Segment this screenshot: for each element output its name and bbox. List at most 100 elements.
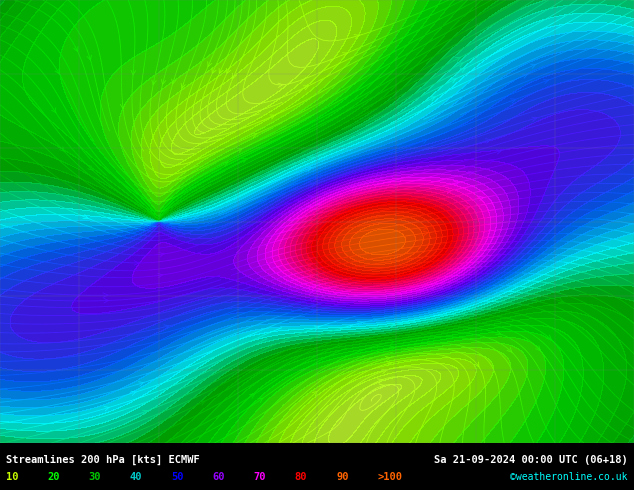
FancyArrowPatch shape — [104, 298, 109, 303]
FancyArrowPatch shape — [430, 97, 436, 101]
FancyArrowPatch shape — [507, 347, 512, 353]
FancyArrowPatch shape — [250, 393, 255, 398]
FancyArrowPatch shape — [479, 196, 484, 200]
FancyArrowPatch shape — [311, 310, 316, 314]
Text: 90: 90 — [336, 471, 349, 482]
FancyArrowPatch shape — [88, 166, 93, 171]
FancyArrowPatch shape — [208, 62, 212, 67]
FancyArrowPatch shape — [60, 147, 65, 152]
FancyArrowPatch shape — [377, 379, 383, 383]
FancyArrowPatch shape — [219, 69, 223, 74]
FancyArrowPatch shape — [532, 117, 537, 122]
FancyArrowPatch shape — [451, 79, 456, 83]
FancyArrowPatch shape — [143, 410, 148, 415]
FancyArrowPatch shape — [391, 346, 396, 350]
Text: 50: 50 — [171, 471, 184, 482]
FancyArrowPatch shape — [307, 157, 313, 161]
FancyArrowPatch shape — [313, 391, 318, 396]
Text: 40: 40 — [130, 471, 143, 482]
FancyArrowPatch shape — [387, 362, 392, 366]
FancyArrowPatch shape — [307, 291, 313, 295]
FancyArrowPatch shape — [379, 384, 385, 389]
FancyArrowPatch shape — [103, 293, 108, 297]
FancyArrowPatch shape — [307, 257, 312, 261]
FancyArrowPatch shape — [390, 323, 395, 327]
FancyArrowPatch shape — [87, 55, 91, 60]
FancyArrowPatch shape — [181, 83, 185, 88]
FancyArrowPatch shape — [104, 407, 109, 411]
FancyArrowPatch shape — [354, 35, 359, 39]
FancyArrowPatch shape — [223, 162, 228, 167]
FancyArrowPatch shape — [278, 83, 283, 87]
FancyArrowPatch shape — [200, 401, 205, 405]
FancyArrowPatch shape — [120, 104, 125, 109]
Text: Streamlines 200 hPa [kts] ECMWF: Streamlines 200 hPa [kts] ECMWF — [6, 455, 200, 466]
Text: 80: 80 — [295, 471, 307, 482]
Text: Sa 21-09-2024 00:00 UTC (06+18): Sa 21-09-2024 00:00 UTC (06+18) — [434, 455, 628, 465]
FancyArrowPatch shape — [460, 68, 466, 73]
FancyArrowPatch shape — [307, 167, 312, 171]
FancyArrowPatch shape — [134, 261, 139, 265]
FancyArrowPatch shape — [212, 69, 216, 74]
FancyArrowPatch shape — [227, 69, 231, 74]
FancyArrowPatch shape — [159, 252, 164, 257]
FancyArrowPatch shape — [390, 340, 395, 344]
FancyArrowPatch shape — [486, 139, 491, 143]
FancyArrowPatch shape — [342, 53, 348, 57]
FancyArrowPatch shape — [382, 369, 387, 373]
FancyArrowPatch shape — [536, 346, 541, 351]
FancyArrowPatch shape — [258, 398, 263, 403]
FancyArrowPatch shape — [496, 149, 501, 154]
FancyArrowPatch shape — [74, 47, 78, 51]
Text: 10: 10 — [6, 471, 19, 482]
FancyArrowPatch shape — [458, 63, 463, 67]
FancyArrowPatch shape — [131, 71, 136, 75]
FancyArrowPatch shape — [55, 69, 59, 74]
Text: >100: >100 — [377, 471, 402, 482]
FancyArrowPatch shape — [83, 215, 88, 219]
FancyArrowPatch shape — [446, 189, 451, 194]
FancyArrowPatch shape — [237, 148, 243, 152]
FancyArrowPatch shape — [423, 231, 428, 236]
FancyArrowPatch shape — [131, 391, 136, 395]
FancyArrowPatch shape — [172, 79, 176, 84]
FancyArrowPatch shape — [314, 326, 320, 330]
FancyArrowPatch shape — [252, 134, 257, 138]
Text: ©weatheronline.co.uk: ©weatheronline.co.uk — [510, 471, 628, 482]
FancyArrowPatch shape — [308, 196, 313, 200]
FancyArrowPatch shape — [547, 335, 552, 340]
FancyArrowPatch shape — [162, 79, 165, 84]
FancyArrowPatch shape — [308, 269, 313, 273]
Text: 20: 20 — [48, 471, 60, 482]
FancyArrowPatch shape — [311, 304, 316, 308]
FancyArrowPatch shape — [242, 158, 247, 163]
FancyArrowPatch shape — [543, 79, 548, 84]
FancyArrowPatch shape — [108, 196, 114, 201]
FancyArrowPatch shape — [51, 108, 56, 113]
FancyArrowPatch shape — [423, 225, 429, 229]
FancyArrowPatch shape — [510, 99, 516, 103]
FancyArrowPatch shape — [310, 183, 315, 187]
FancyArrowPatch shape — [307, 263, 313, 267]
FancyArrowPatch shape — [534, 298, 539, 302]
FancyArrowPatch shape — [496, 330, 501, 335]
FancyArrowPatch shape — [468, 171, 474, 175]
FancyArrowPatch shape — [465, 205, 470, 210]
FancyArrowPatch shape — [139, 382, 144, 386]
FancyArrowPatch shape — [358, 321, 363, 326]
FancyArrowPatch shape — [385, 357, 391, 361]
Text: 60: 60 — [212, 471, 225, 482]
Text: 70: 70 — [254, 471, 266, 482]
FancyArrowPatch shape — [158, 273, 163, 278]
FancyArrowPatch shape — [310, 223, 315, 227]
FancyArrowPatch shape — [307, 240, 313, 244]
FancyArrowPatch shape — [422, 139, 427, 143]
FancyArrowPatch shape — [233, 74, 236, 78]
FancyArrowPatch shape — [475, 362, 479, 367]
FancyArrowPatch shape — [312, 296, 318, 301]
FancyArrowPatch shape — [304, 86, 309, 90]
FancyArrowPatch shape — [559, 298, 564, 303]
FancyArrowPatch shape — [455, 57, 461, 61]
FancyArrowPatch shape — [309, 274, 314, 278]
FancyArrowPatch shape — [454, 181, 459, 186]
